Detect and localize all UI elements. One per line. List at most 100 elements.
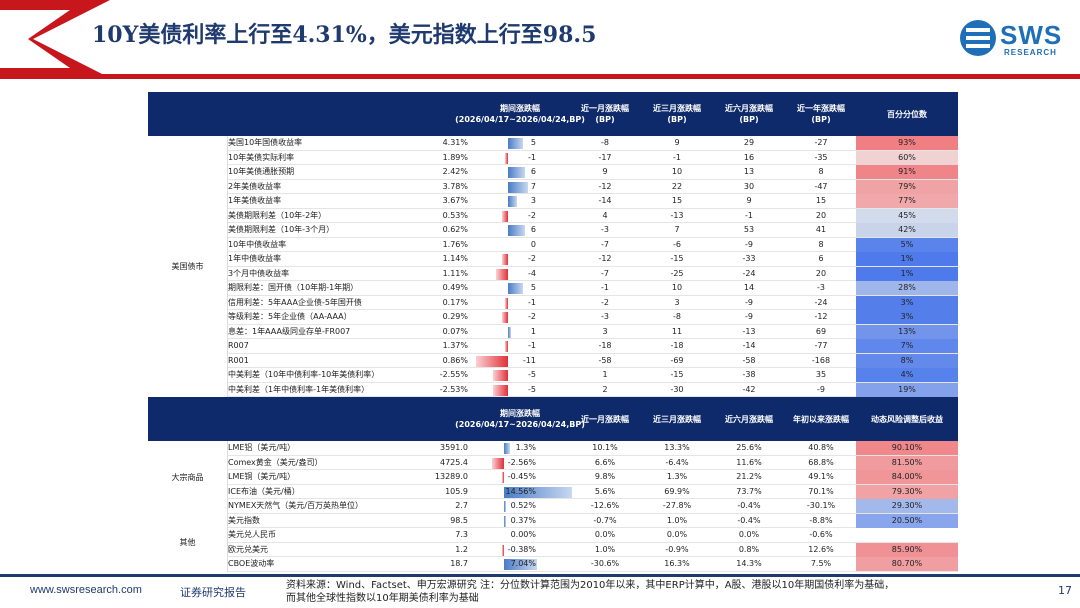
row-6m: -24 [742, 268, 756, 278]
row-percentile: 4% [856, 368, 958, 382]
row-period-change: -2 [528, 254, 536, 263]
row-value: 0.07% [442, 326, 468, 336]
row-value: 4725.4 [440, 457, 468, 467]
row-period-change: 0.00% [510, 530, 536, 539]
row-value: 2.7 [455, 501, 468, 510]
row-6m: -33 [742, 254, 756, 263]
row-name: R007 [228, 341, 249, 350]
table-row: 2年美债收益率 3.78% 7 -12 22 30 -47 79% [148, 179, 958, 194]
row-value: -2.55% [439, 370, 468, 379]
row-1y: 41 [815, 225, 827, 234]
row-1y: -77 [814, 341, 828, 350]
header-ytd: 年初以来涨跌幅 [793, 414, 849, 424]
row-3m: -30 [670, 384, 684, 394]
row-1y: -47 [814, 181, 828, 191]
row-1y: -27 [814, 138, 828, 147]
row-period-change: 7 [530, 181, 536, 191]
row-3m: -0.9% [665, 544, 689, 554]
row-3m: 10 [671, 283, 683, 292]
row-1y: 8 [818, 167, 824, 176]
row-1m: -2 [601, 297, 609, 307]
sws-logo-icon [960, 20, 996, 56]
row-1y: 70.1% [808, 486, 834, 496]
row-period-change: 1 [530, 326, 536, 336]
row-value: 105.9 [445, 486, 468, 496]
header-divider [0, 74, 1080, 79]
row-3m: -6.4% [665, 457, 689, 467]
row-1y: -8.8% [809, 515, 833, 525]
row-1m: 6.6% [594, 457, 616, 467]
header-m1: 近一月涨跌幅 (BP) [581, 104, 629, 124]
table-row: 美债期限利差（10年-2年） 0.53% -2 4 -13 -1 20 45% [148, 208, 958, 223]
row-name: 美元指数 [228, 515, 260, 525]
row-value: 18.7 [450, 559, 468, 568]
row-period-change: 6 [530, 225, 536, 234]
row-percentile: 1% [856, 252, 958, 266]
row-name: 3个月中债收益率 [228, 268, 290, 278]
footer-divider [0, 574, 1080, 577]
row-value: 1.2 [455, 544, 468, 554]
change-bar [508, 181, 529, 193]
footer-source-note: 资料来源：Wind、Factset、申万宏源研究 注：分位数计算范围为2010年… [286, 580, 895, 604]
row-period-change: 1.3% [515, 443, 536, 452]
row-3m: -25 [670, 268, 684, 278]
row-period-change: 5 [530, 283, 536, 292]
row-1m: 10.1% [592, 443, 618, 452]
row-3m: 15 [671, 196, 683, 205]
row-3m: 22 [671, 181, 683, 191]
row-name: 期限利差：国开债（10年期-1年期） [228, 283, 359, 292]
table-header-bonds: 期间涨跌幅 (2026/04/17~2026/04/24,BP) 近一月涨跌幅 (… [148, 92, 958, 136]
row-6m: 21.2% [736, 472, 762, 481]
row-1y: -3 [817, 283, 825, 292]
row-6m: 16 [743, 152, 755, 162]
row-name: 2年美债收益率 [228, 181, 282, 191]
row-value: 1.89% [442, 152, 468, 162]
row-1m: 1 [602, 370, 608, 379]
sws-logo: SWS RESEARCH [960, 20, 1061, 60]
change-bar [492, 457, 504, 469]
row-period-change: 5 [530, 138, 536, 147]
row-value: 2.42% [442, 167, 468, 176]
row-3m: -27.8% [662, 501, 692, 510]
row-1y: 40.8% [808, 443, 834, 452]
row-3m: -8 [673, 312, 681, 321]
table-row: CBOE波动率 18.7 7.04% -30.6% 16.3% 14.3% 7.5% 80.7… [148, 557, 958, 572]
row-1m: -0.7% [593, 515, 617, 525]
row-value: 1.14% [442, 254, 468, 263]
row-value: 3.78% [442, 181, 468, 191]
change-bar [502, 544, 504, 556]
row-name: 美债期限利差（10年-2年） [228, 210, 327, 220]
row-3m: 16.3% [664, 559, 690, 568]
table-row: 美元兑人民币 7.3 0.00% 0.0% 0.0% 0.0% -0.6% [148, 528, 958, 543]
row-period-change: -5 [528, 370, 536, 379]
row-period-change: -2.56% [507, 457, 536, 467]
change-bar [508, 225, 526, 236]
change-bar [508, 283, 523, 294]
row-3m: 9 [674, 138, 680, 147]
row-name: 美元兑人民币 [228, 530, 276, 539]
row-percentile: 80.70% [856, 557, 958, 571]
row-percentile: 28% [856, 281, 958, 295]
row-1y: 15 [815, 196, 827, 205]
change-bar [504, 515, 506, 527]
footer-url[interactable]: www.swsresearch.com [30, 584, 142, 596]
row-1y: -12 [814, 312, 828, 321]
table-row: 美国10年国债收益率 4.31% 5 -8 9 29 -27 93% [148, 136, 958, 151]
row-value: 0.29% [442, 312, 468, 321]
row-value: 7.3 [455, 530, 468, 539]
table-row: ICE布油（美元/桶） 105.9 14.56% 5.6% 69.9% 73.7% 70.1… [148, 484, 958, 499]
change-bar [508, 326, 511, 338]
row-6m: 73.7% [736, 486, 762, 496]
row-1m: -3 [601, 225, 609, 234]
table-row: 美元指数 98.5 0.37% -0.7% 1.0% -0.4% -8.8% 20.50% [148, 513, 958, 528]
row-1y: -30.1% [806, 501, 836, 510]
row-6m: -58 [742, 355, 756, 365]
group-label-bond: 美国债市 [148, 136, 228, 397]
row-1m: -14 [598, 196, 612, 205]
row-percentile: 93% [856, 136, 958, 150]
row-1y: 35 [815, 370, 827, 379]
row-name: 1年美债收益率 [228, 196, 282, 205]
row-percentile: 85.90% [856, 542, 958, 557]
row-1m: -12.6% [590, 501, 620, 510]
row-1y: 68.8% [808, 457, 834, 467]
